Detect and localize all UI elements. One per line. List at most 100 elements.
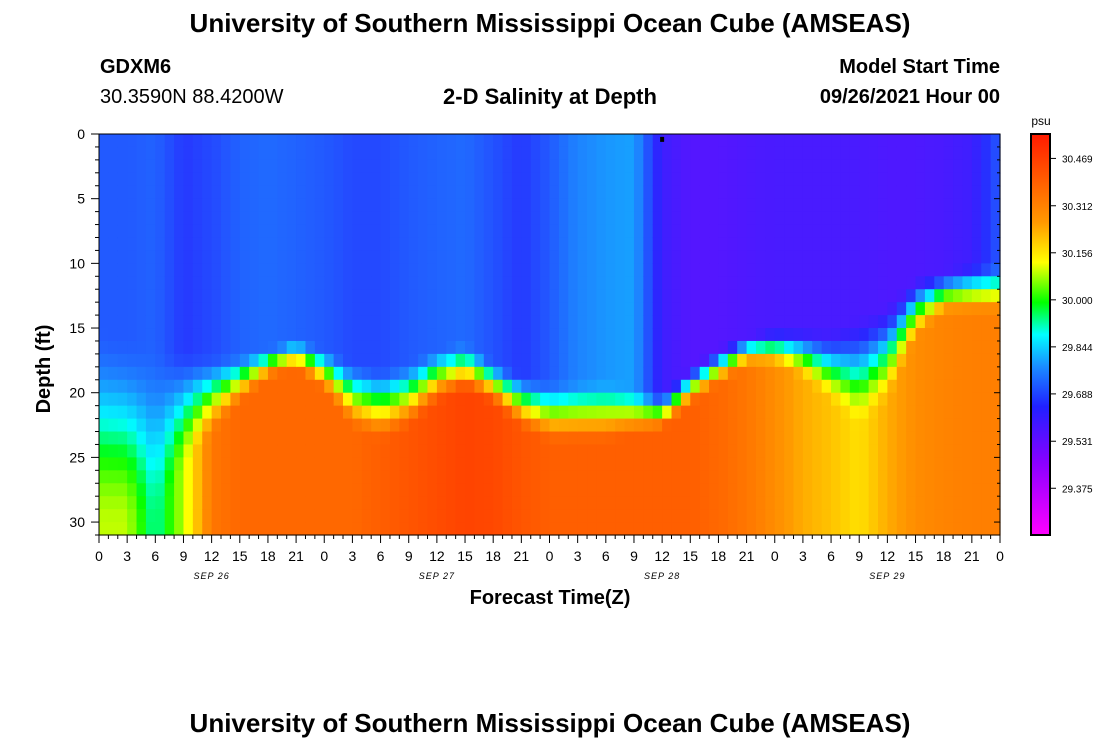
x-tick-label: 12 bbox=[429, 548, 445, 564]
heatmap-cell bbox=[324, 185, 335, 200]
heatmap-cell bbox=[324, 470, 335, 484]
heatmap-cell bbox=[624, 509, 635, 523]
heatmap-cell bbox=[821, 134, 832, 148]
x-tick-label: 15 bbox=[232, 548, 248, 564]
heatmap-cell bbox=[953, 405, 964, 420]
heatmap-cell bbox=[455, 353, 466, 368]
heatmap-cell bbox=[718, 470, 729, 484]
heatmap-cell bbox=[549, 211, 560, 226]
heatmap-cell bbox=[221, 444, 231, 458]
heatmap-cell bbox=[943, 483, 954, 497]
heatmap-cell bbox=[549, 146, 560, 161]
heatmap-cell bbox=[352, 392, 363, 407]
heatmap-cell bbox=[821, 302, 832, 316]
heatmap-cell bbox=[896, 366, 907, 381]
heatmap-cell bbox=[971, 276, 982, 290]
heatmap-cell bbox=[474, 340, 485, 355]
heatmap-cell bbox=[474, 470, 485, 484]
heatmap-cell bbox=[239, 392, 250, 407]
heatmap-cell bbox=[352, 457, 363, 471]
heatmap-cell bbox=[164, 263, 175, 277]
heatmap-cell bbox=[737, 509, 748, 523]
heatmap-cell bbox=[831, 134, 842, 148]
heatmap-cell bbox=[868, 405, 879, 420]
heatmap-cell bbox=[765, 431, 776, 446]
heatmap-cell bbox=[380, 172, 391, 187]
heatmap-cell bbox=[343, 276, 354, 290]
heatmap-cell bbox=[408, 509, 419, 523]
heatmap-cell bbox=[577, 224, 588, 239]
heatmap-cell bbox=[465, 159, 476, 174]
heatmap-cell bbox=[868, 172, 879, 187]
heatmap-cell bbox=[267, 211, 278, 226]
heatmap-cell bbox=[427, 496, 438, 510]
heatmap-cell bbox=[680, 405, 691, 420]
heatmap-cell bbox=[821, 431, 832, 446]
heatmap-cell bbox=[502, 276, 513, 290]
heatmap-cell bbox=[483, 444, 494, 458]
heatmap-cell bbox=[258, 379, 269, 394]
heatmap-cell bbox=[502, 444, 513, 458]
heatmap-cell bbox=[436, 263, 447, 277]
heatmap-cell bbox=[202, 328, 213, 342]
heatmap-cell bbox=[145, 159, 156, 174]
heatmap-cell bbox=[502, 159, 513, 174]
heatmap-cell bbox=[831, 366, 842, 381]
heatmap-cell bbox=[305, 379, 316, 394]
heatmap-cell bbox=[145, 263, 156, 277]
heatmap-cell bbox=[802, 522, 813, 536]
heatmap-cell bbox=[493, 340, 504, 355]
y-tick-label: 10 bbox=[69, 255, 85, 271]
heatmap-cell bbox=[465, 470, 476, 484]
heatmap-cell bbox=[849, 405, 860, 420]
heatmap-cell bbox=[502, 250, 513, 264]
heatmap-cell bbox=[652, 522, 663, 536]
heatmap-cell bbox=[831, 198, 842, 213]
heatmap-cell bbox=[352, 250, 363, 264]
heatmap-cell bbox=[877, 250, 888, 264]
heatmap-cell bbox=[549, 340, 560, 355]
heatmap-cell bbox=[840, 237, 851, 252]
heatmap-cell bbox=[192, 444, 203, 458]
heatmap-cell bbox=[277, 315, 288, 329]
heatmap-cell bbox=[558, 340, 569, 355]
heatmap-cell bbox=[746, 198, 757, 213]
heatmap-cell bbox=[802, 172, 813, 187]
heatmap-cell bbox=[446, 315, 457, 329]
heatmap-cell bbox=[962, 457, 973, 471]
heatmap-cell bbox=[127, 302, 138, 316]
heatmap-cell bbox=[324, 366, 335, 381]
heatmap-cell bbox=[427, 263, 438, 277]
heatmap-cell bbox=[202, 418, 213, 433]
heatmap-cell bbox=[127, 431, 138, 446]
heatmap-cell bbox=[427, 328, 438, 342]
heatmap-cell bbox=[690, 418, 701, 433]
heatmap-cell bbox=[155, 328, 166, 342]
heatmap-cell bbox=[493, 146, 504, 161]
heatmap-cell bbox=[296, 263, 307, 277]
heatmap-cell bbox=[286, 405, 297, 420]
heatmap-cell bbox=[568, 211, 579, 226]
heatmap-cell bbox=[962, 418, 973, 433]
heatmap-cell bbox=[652, 366, 663, 381]
heatmap-cell bbox=[521, 250, 532, 264]
heatmap-cell bbox=[718, 366, 729, 381]
heatmap-cell bbox=[380, 315, 391, 329]
heatmap-cell bbox=[99, 198, 109, 213]
heatmap-cell bbox=[605, 172, 616, 187]
heatmap-cell bbox=[192, 289, 203, 303]
heatmap-cell bbox=[465, 431, 476, 446]
heatmap-cell bbox=[896, 134, 907, 148]
heatmap-cell bbox=[643, 431, 654, 446]
heatmap-cell bbox=[981, 159, 992, 174]
heatmap-cell bbox=[511, 496, 522, 510]
heatmap-cell bbox=[361, 134, 372, 148]
heatmap-cell bbox=[737, 159, 748, 174]
heatmap-cell bbox=[164, 328, 175, 342]
heatmap-cell bbox=[286, 509, 297, 523]
heatmap-cell bbox=[399, 444, 410, 458]
heatmap-cell bbox=[840, 159, 851, 174]
heatmap-cell bbox=[662, 172, 673, 187]
heatmap-cell bbox=[774, 353, 785, 368]
heatmap-cell bbox=[267, 224, 278, 239]
